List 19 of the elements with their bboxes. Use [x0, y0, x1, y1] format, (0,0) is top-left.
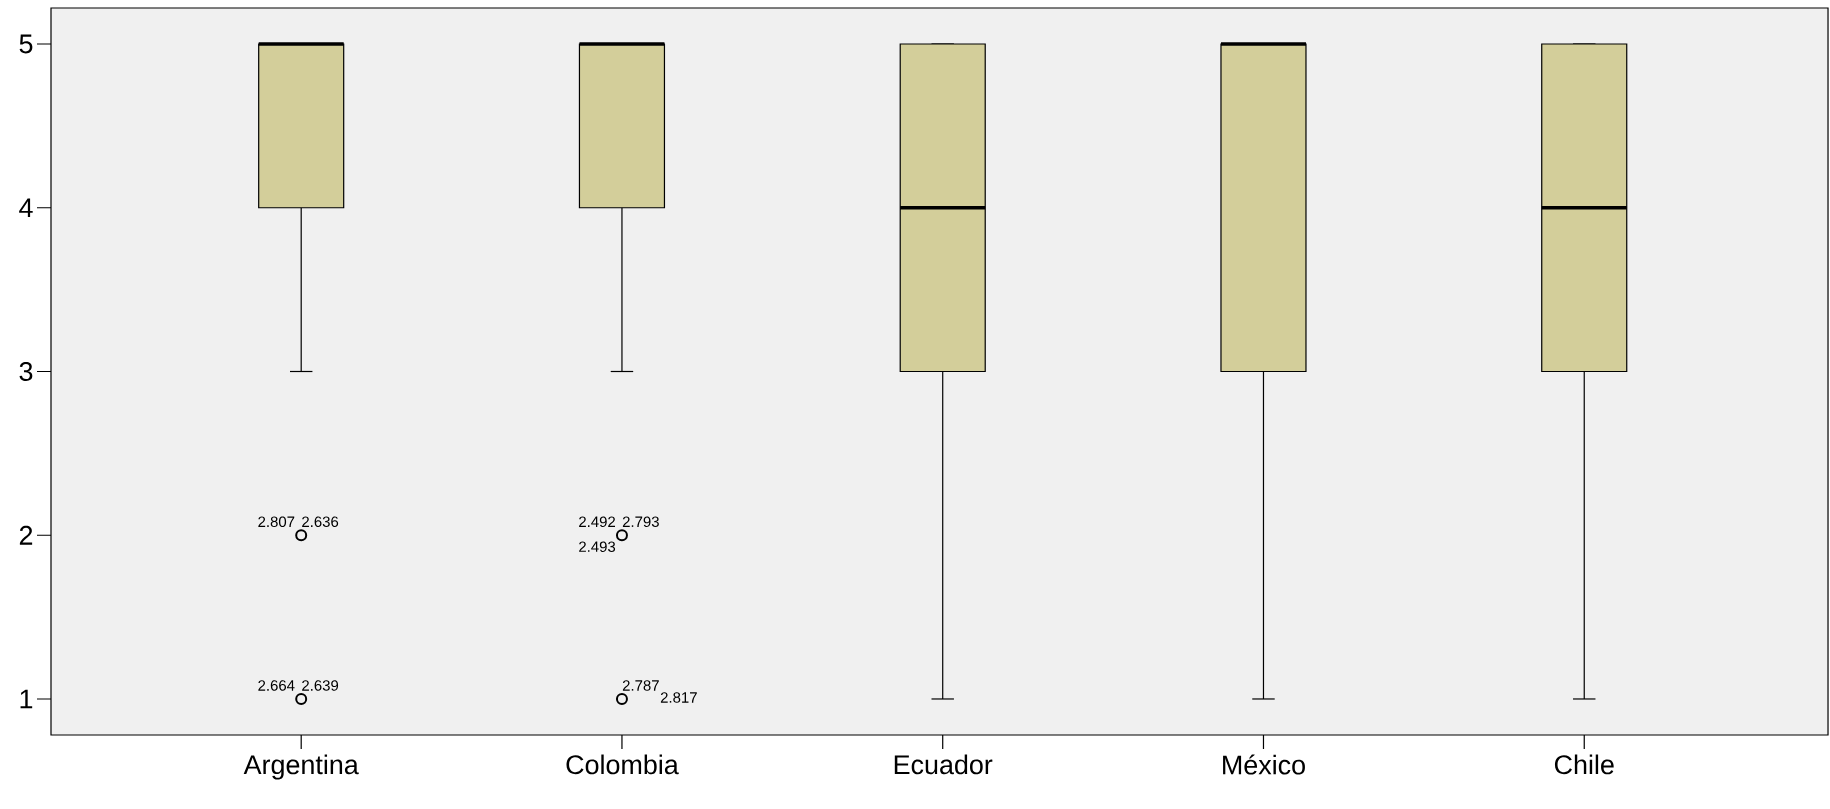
x-tick-label: Chile [1554, 754, 1614, 775]
annotation: 2.492 [579, 516, 615, 528]
y-tick-label: 3 [19, 361, 33, 382]
x-tick-label: Colombia [566, 754, 679, 775]
y-tick-label: 4 [19, 198, 33, 218]
x-tick-label: Argentina [243, 754, 359, 780]
annotation: 2.636 [302, 516, 339, 528]
x-tick-label: México [1223, 754, 1305, 775]
annotation: 2.817 [660, 692, 697, 703]
y-tick-label: 2 [19, 525, 33, 545]
annotation: 2.793 [622, 516, 659, 528]
x-tick-label: Ecuador [894, 754, 993, 775]
annotation: 2.664 [258, 680, 295, 691]
y-tick-label: 5 [19, 34, 33, 54]
annotation: 2.807 [258, 516, 295, 528]
annotation: 2.639 [302, 680, 339, 691]
annotation: 2.787 [622, 680, 659, 691]
annotation: 2.493 [579, 541, 616, 553]
y-tick-label: 1 [20, 689, 33, 709]
